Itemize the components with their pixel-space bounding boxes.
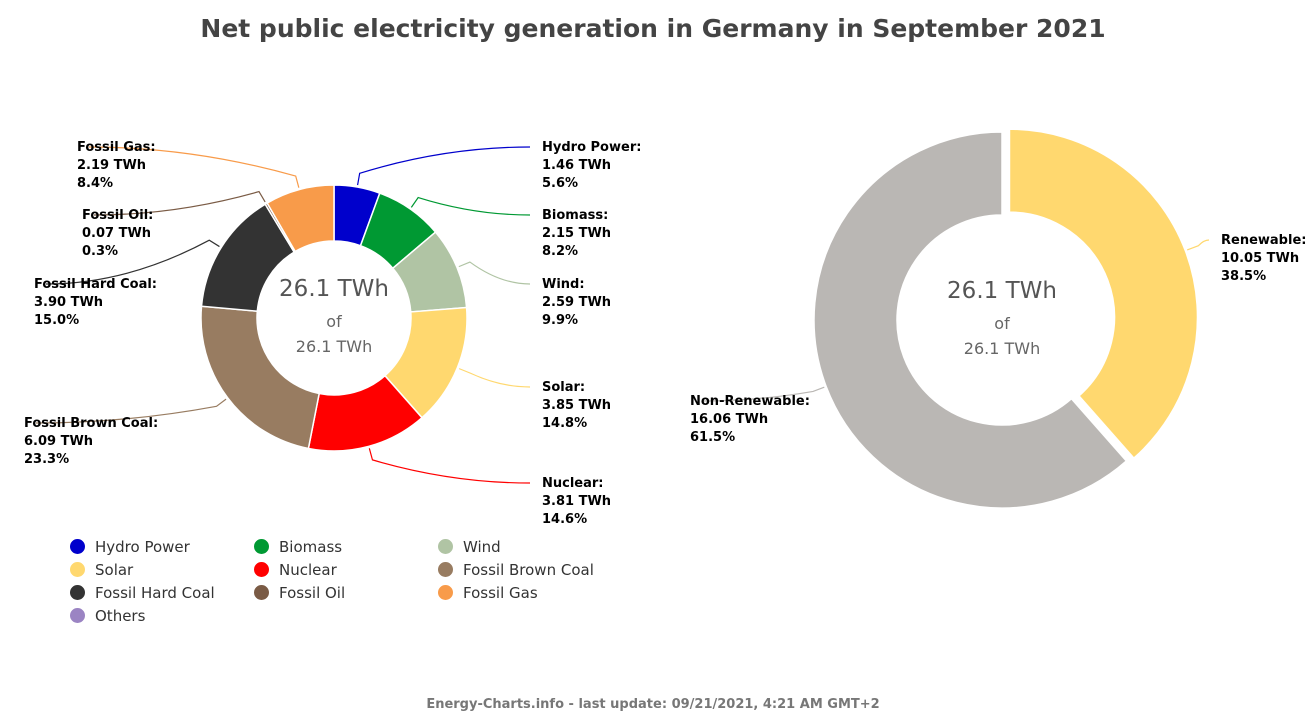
data-label-fossil-gas-percent: 8.4% <box>77 176 113 191</box>
legend-item-wind[interactable]: Wind <box>438 537 622 556</box>
connector-biomass <box>410 196 531 216</box>
renewable-donut-chart: Renewable: 10.05 TWh 38.5% Non-Renewable: 16… <box>690 128 1306 509</box>
connector-fossil-hard-coal <box>45 239 220 285</box>
legend-label: Hydro Power <box>95 537 190 556</box>
legend-marker-icon <box>438 539 453 554</box>
legend-marker-icon <box>70 539 85 554</box>
legend-item-nuclear[interactable]: Nuclear <box>254 560 438 579</box>
data-label-fossil-gas-value: 2.19 TWh <box>77 158 146 173</box>
data-label-non-renewable-name: Non-Renewable: <box>690 394 810 409</box>
center-value: 26.1 TWh <box>279 276 389 302</box>
data-label-fossil-brown-coal-name: Fossil Brown Coal: <box>24 416 158 431</box>
chart-title: Net public electricity generation in Ger… <box>200 14 1106 43</box>
slice-fossil-brown-coal[interactable] <box>200 305 321 450</box>
data-label-biomass-name: Biomass: <box>542 208 608 223</box>
center-total: 26.1 TWh <box>964 339 1040 358</box>
data-label-wind-name: Wind: <box>542 277 585 292</box>
legend-label: Fossil Hard Coal <box>95 583 215 602</box>
legend-label: Nuclear <box>279 560 337 579</box>
connector-renewable <box>1186 239 1210 251</box>
data-label-wind-value: 2.59 TWh <box>542 295 611 310</box>
data-label-biomass-percent: 8.2% <box>542 244 578 259</box>
legend-marker-icon <box>70 585 85 600</box>
connector-fossil-brown-coal <box>35 398 227 424</box>
data-label-nuclear-value: 3.81 TWh <box>542 494 611 509</box>
center-of: of <box>994 314 1010 333</box>
data-label-fossil-brown-coal-percent: 23.3% <box>24 452 69 467</box>
legend-marker-icon <box>254 562 269 577</box>
connector-fossil-gas <box>88 146 300 188</box>
data-label-renewable-value: 10.05 TWh <box>1221 251 1299 266</box>
legend-label: Fossil Gas <box>463 583 538 602</box>
data-label-fossil-oil-value: 0.07 TWh <box>82 226 151 241</box>
data-label-fossil-brown-coal-value: 6.09 TWh <box>24 434 93 449</box>
data-label-renewable-name: Renewable: <box>1221 233 1306 248</box>
data-label-non-renewable-percent: 61.5% <box>690 430 735 445</box>
data-label-hydro-power-name: Hydro Power: <box>542 140 641 155</box>
data-label-solar-value: 3.85 TWh <box>542 398 611 413</box>
legend-label: Others <box>95 606 146 625</box>
data-label-fossil-oil-name: Fossil Oil: <box>82 208 153 223</box>
legend-marker-icon <box>254 585 269 600</box>
legend-item-others[interactable]: Others <box>70 606 254 625</box>
data-label-renewable-percent: 38.5% <box>1221 269 1266 284</box>
slice-non-renewable[interactable] <box>813 131 1128 509</box>
legend-item-fossil-oil[interactable]: Fossil Oil <box>254 583 438 602</box>
legend-label: Biomass <box>279 537 343 556</box>
legend-label: Fossil Oil <box>279 583 346 602</box>
legend-item-biomass[interactable]: Biomass <box>254 537 438 556</box>
data-label-fossil-gas-name: Fossil Gas: <box>77 140 156 155</box>
legend-marker-icon <box>438 585 453 600</box>
legend-item-fossil-hard-coal[interactable]: Fossil Hard Coal <box>70 583 254 602</box>
data-label-non-renewable-value: 16.06 TWh <box>690 412 768 427</box>
data-label-fossil-hard-coal-name: Fossil Hard Coal: <box>34 277 157 292</box>
data-label-fossil-hard-coal-percent: 15.0% <box>34 313 79 328</box>
legend-item-fossil-gas[interactable]: Fossil Gas <box>438 583 622 602</box>
center-total: 26.1 TWh <box>296 337 372 356</box>
legend-label: Wind <box>463 537 501 556</box>
data-label-fossil-hard-coal-value: 3.90 TWh <box>34 295 103 310</box>
data-label-nuclear-percent: 14.6% <box>542 512 587 527</box>
connector-nuclear <box>368 448 531 484</box>
charts-canvas: Hydro Power: 1.46 TWh 5.6% Biomass: 2.15 TWh… <box>24 128 1306 527</box>
center-of: of <box>326 312 342 331</box>
legend-marker-icon <box>254 539 269 554</box>
data-label-wind-percent: 9.9% <box>542 313 578 328</box>
slice-renewable[interactable] <box>1008 128 1199 460</box>
footer-credit: Energy-Charts.info - last update: 09/21/… <box>426 697 880 712</box>
data-label-biomass-value: 2.15 TWh <box>542 226 611 241</box>
chart-legend: Hydro Power Biomass Wind Solar Nuclear Fossil… <box>70 537 630 625</box>
legend-marker-icon <box>70 608 85 623</box>
data-label-nuclear-name: Nuclear: <box>542 476 604 491</box>
connector-solar <box>458 368 531 388</box>
data-label-hydro-power-value: 1.46 TWh <box>542 158 611 173</box>
legend-item-solar[interactable]: Solar <box>70 560 254 579</box>
legend-marker-icon <box>70 562 85 577</box>
legend-item-hydro-power[interactable]: Hydro Power <box>70 537 254 556</box>
legend-label: Solar <box>95 560 134 579</box>
center-value: 26.1 TWh <box>947 278 1057 304</box>
source-donut-chart: Hydro Power: 1.46 TWh 5.6% Biomass: 2.15 TWh… <box>24 140 641 527</box>
legend-label: Fossil Brown Coal <box>463 560 594 579</box>
connector-hydro-power <box>357 146 531 186</box>
connector-fossil-oil <box>93 190 266 216</box>
connector-non-renewable <box>701 386 825 402</box>
slice-fossil-gas[interactable] <box>266 184 335 253</box>
legend-marker-icon <box>438 562 453 577</box>
legend-item-fossil-brown-coal[interactable]: Fossil Brown Coal <box>438 560 622 579</box>
data-label-hydro-power-percent: 5.6% <box>542 176 578 191</box>
data-label-solar-name: Solar: <box>542 380 585 395</box>
data-label-fossil-oil-percent: 0.3% <box>82 244 118 259</box>
data-label-solar-percent: 14.8% <box>542 416 587 431</box>
connector-wind <box>458 261 531 285</box>
